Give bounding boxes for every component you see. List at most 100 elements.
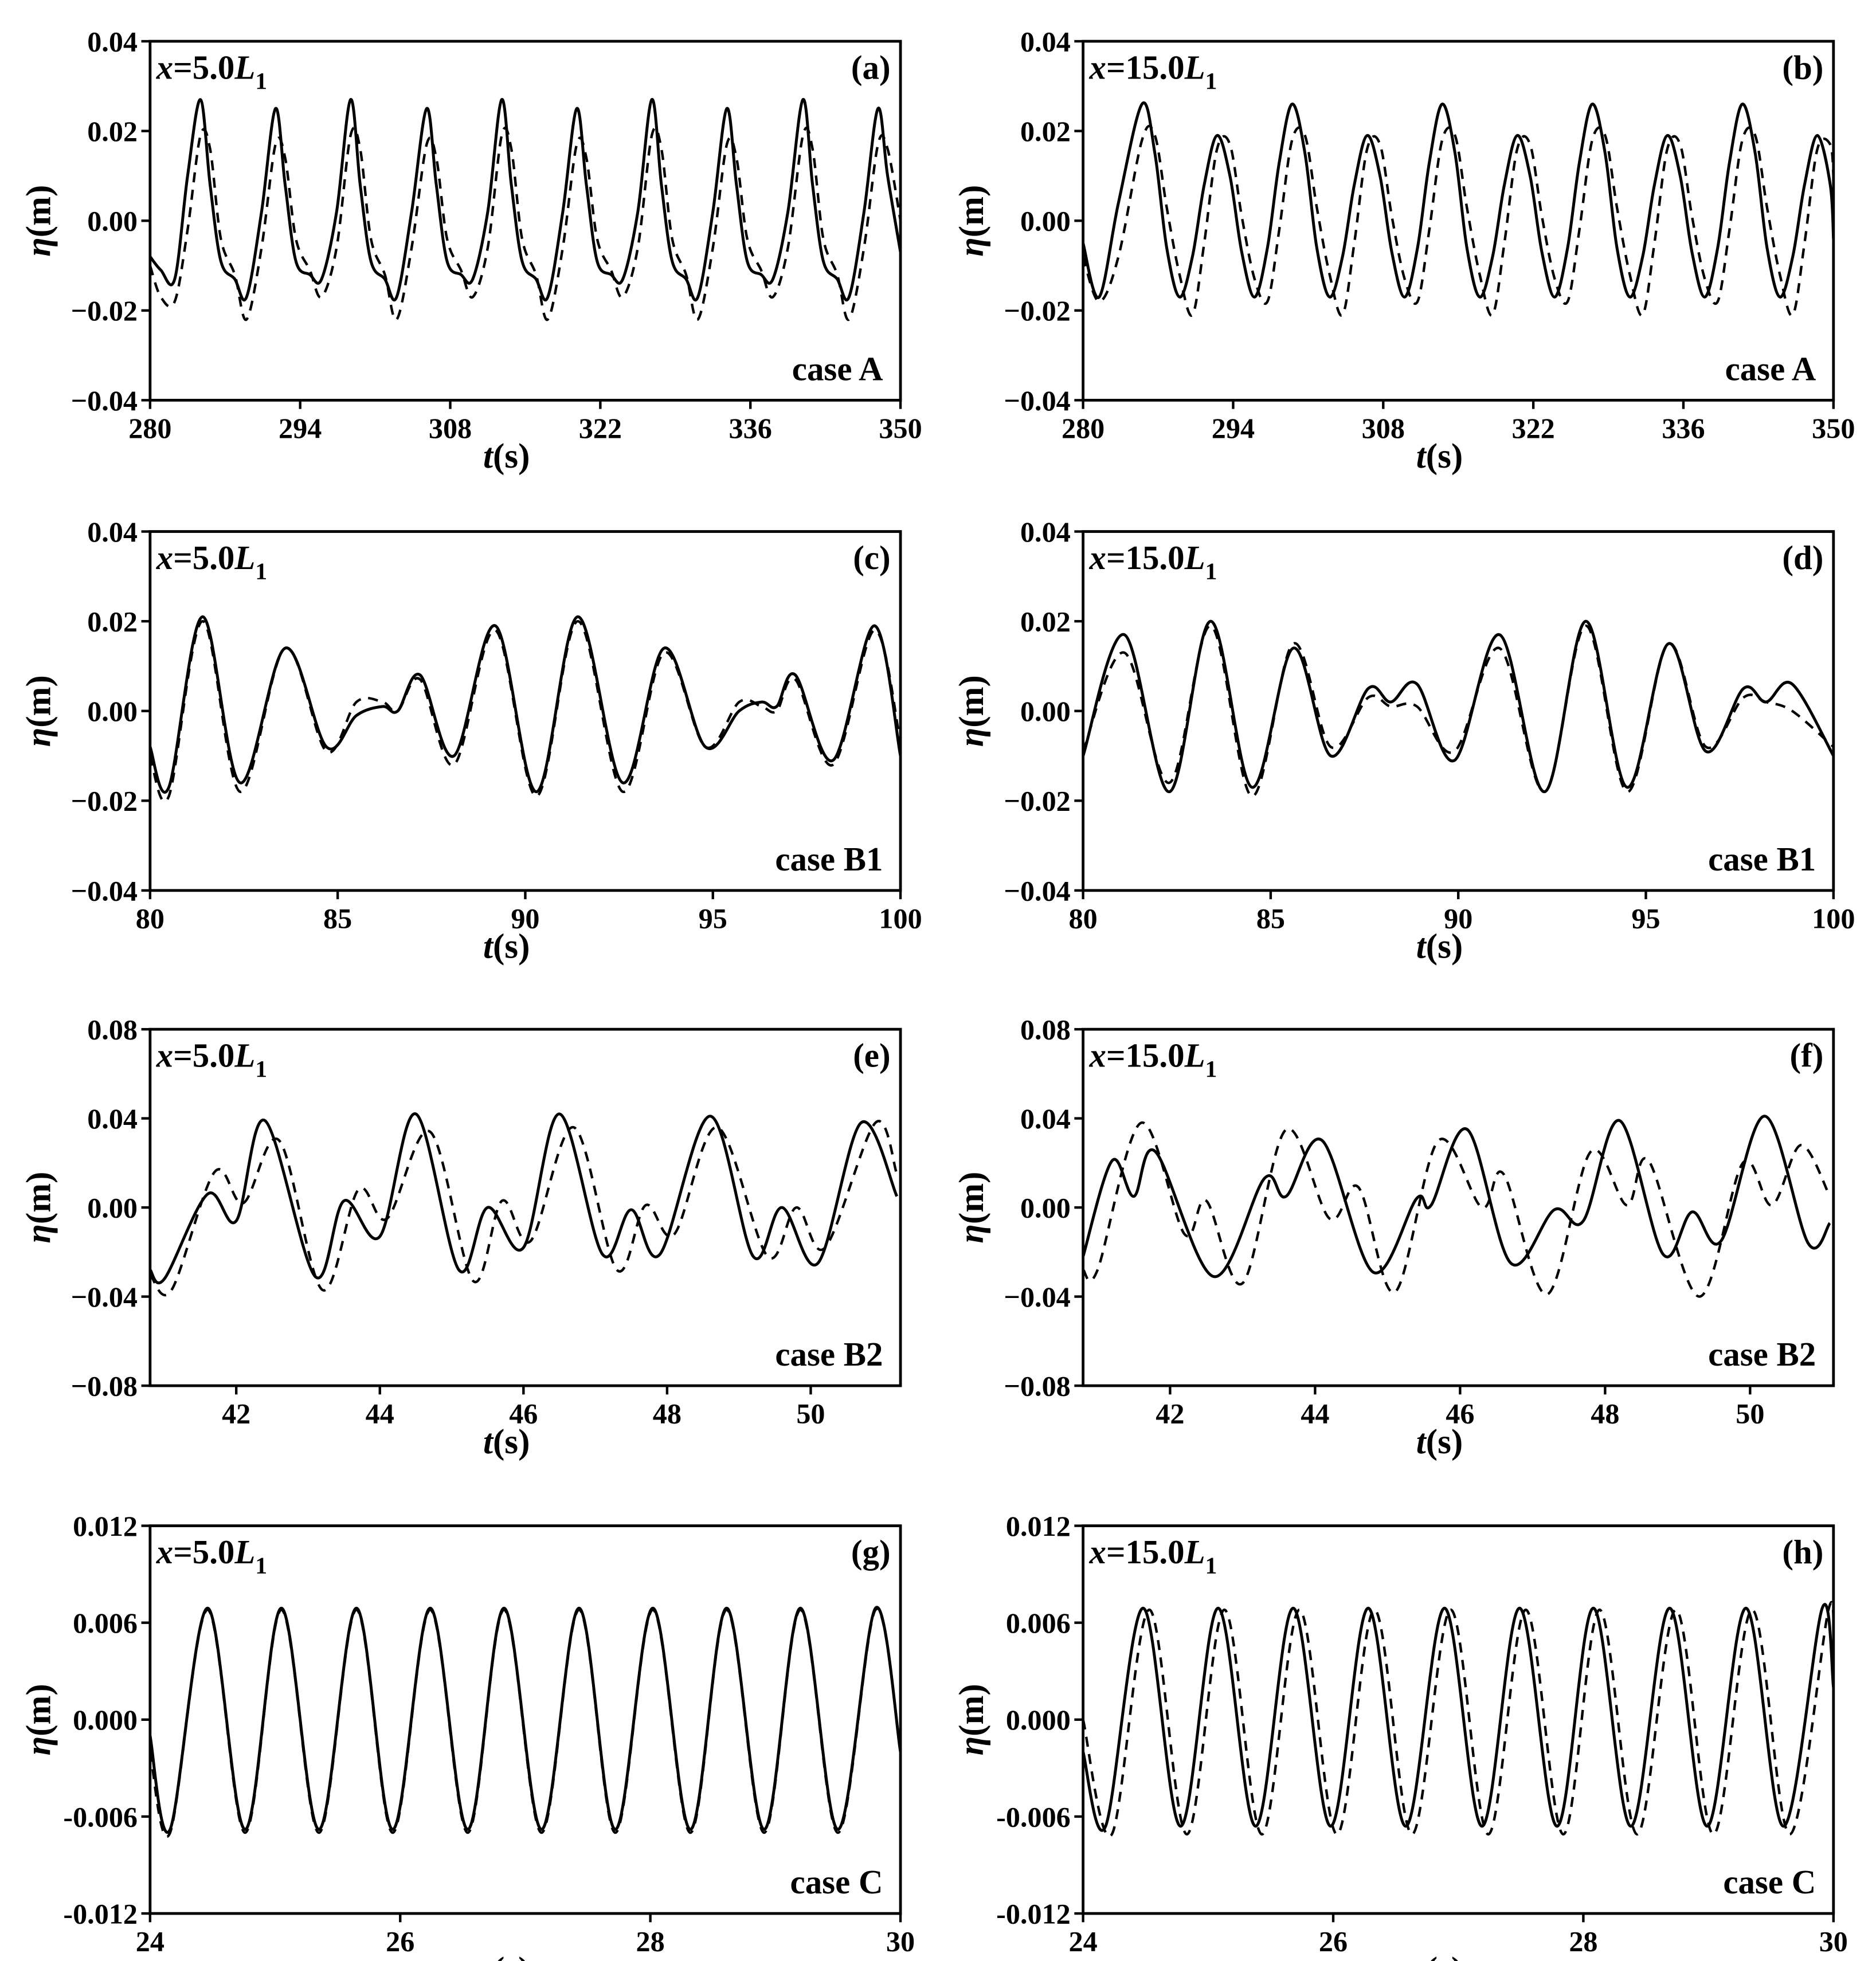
case-label: case B1 (1708, 841, 1816, 878)
y-tick-label: 0.006 (1006, 1607, 1071, 1639)
y-tick-label: 0.012 (1006, 1510, 1071, 1542)
location-part: L (1184, 49, 1205, 86)
location-part: L (234, 1037, 255, 1074)
x-axis-label: t(s) (483, 1951, 530, 1961)
y-axis-label: η(m) (19, 675, 58, 747)
y-axis-label-part: (m) (19, 185, 58, 238)
location-annotation: x=5.0L1 (156, 1037, 267, 1082)
panel-label: (b) (1782, 49, 1823, 86)
x-axis-label-part: t (483, 437, 494, 476)
x-tick-label: 30 (886, 1925, 915, 1958)
x-tick-label: 294 (1212, 412, 1255, 444)
x-tick-label: 50 (796, 1398, 825, 1430)
location-annotation: x=15.0L1 (1089, 49, 1217, 93)
axes-frame (148, 1524, 902, 1915)
y-tick-label: 0.00 (1020, 695, 1071, 727)
location-annotation: x=15.0L1 (1089, 1037, 1217, 1082)
location-annotation: x=5.0L1 (156, 49, 267, 93)
panel-label: (a) (851, 49, 891, 86)
x-axis-label-part: (s) (1426, 928, 1463, 966)
y-axis-label-part: (m) (19, 1684, 58, 1736)
y-axis-label-part: η (19, 237, 58, 257)
location-part: 1 (1205, 558, 1217, 584)
x-tick-label: 50 (1736, 1398, 1764, 1430)
y-tick-label: 0.006 (73, 1607, 138, 1639)
location-part: x (1089, 1533, 1106, 1571)
location-part: =5.0 (173, 1533, 234, 1571)
series-line (1083, 619, 1834, 794)
y-tick-label: 0.00 (87, 1192, 138, 1224)
x-tick-label: 24 (1069, 1925, 1098, 1958)
y-axis-label: η(m) (19, 185, 58, 257)
location-part: =15.0 (1106, 539, 1185, 576)
y-axis-label: η(m) (953, 1684, 991, 1755)
x-tick-label: 80 (1069, 902, 1098, 934)
location-part: L (234, 49, 255, 86)
x-tick-label: 28 (1569, 1925, 1597, 1958)
y-tick-label: −0.02 (1004, 785, 1070, 817)
x-axis-label: t(s) (1416, 437, 1463, 476)
y-tick-label: 0.08 (1020, 1014, 1071, 1046)
y-tick-label: 0.08 (87, 1014, 138, 1046)
case-label: case C (790, 1864, 883, 1901)
y-axis-label-part: (m) (953, 675, 991, 728)
y-axis-label-part: η (953, 237, 991, 257)
x-tick-label: 90 (1444, 902, 1472, 934)
axes-frame (1082, 530, 1835, 892)
x-tick-label: 95 (699, 902, 727, 934)
y-tick-label: 0.02 (87, 606, 138, 638)
x-tick-label: 336 (1662, 412, 1705, 444)
x-tick-label: 100 (879, 902, 922, 934)
location-part: 1 (255, 68, 267, 94)
y-axis-label: η(m) (953, 675, 991, 747)
location-part: x (156, 1037, 173, 1074)
y-tick-label: 0.012 (73, 1510, 138, 1542)
x-tick-label: 95 (1631, 902, 1660, 934)
axes-frame (148, 40, 902, 402)
axes-frame (148, 530, 902, 892)
y-axis-label: η(m) (953, 185, 991, 257)
y-tick-label: 0.04 (87, 1103, 138, 1135)
location-part: x (1089, 49, 1106, 86)
panel-label: (f) (1790, 1037, 1824, 1074)
x-tick-label: 280 (128, 412, 171, 444)
axes-frame (1082, 40, 1835, 402)
x-axis-label-part: (s) (1426, 1951, 1463, 1961)
x-tick-label: 90 (511, 902, 539, 934)
y-tick-label: −0.04 (1004, 1281, 1070, 1313)
y-tick-label: 0.04 (1020, 1103, 1071, 1135)
y-tick-label: −0.02 (1004, 295, 1070, 327)
y-tick-label: 0.04 (87, 25, 138, 57)
axes-frame (1082, 1027, 1835, 1387)
y-tick-label: 0.00 (1020, 1192, 1071, 1224)
x-tick-label: 322 (579, 412, 622, 444)
x-tick-label: 80 (136, 902, 165, 934)
x-axis-label-part: (s) (1426, 1423, 1463, 1461)
x-tick-label: 280 (1062, 412, 1105, 444)
x-tick-label: 308 (429, 412, 472, 444)
x-tick-label: 48 (653, 1398, 682, 1430)
x-axis-label: t(s) (483, 1423, 530, 1461)
panel: 0.08 0.04 0.00 −0.04 −0.08 42 44 46 48 50 t(s) η(m)… (953, 1014, 1835, 1461)
x-tick-label: 85 (323, 902, 352, 934)
y-tick-label: 0.04 (1020, 25, 1071, 57)
x-axis-label: t(s) (483, 928, 530, 966)
y-axis-label-part: (m) (19, 675, 58, 728)
series-line (1083, 1603, 1834, 1832)
series-line (1083, 101, 1834, 299)
x-tick-label: 42 (1156, 1398, 1184, 1430)
x-axis-label: t(s) (1416, 928, 1463, 966)
y-tick-label: −0.02 (71, 295, 138, 327)
location-part: L (234, 1533, 255, 1571)
series-line (1083, 1121, 1831, 1298)
y-tick-label: 0.00 (87, 205, 138, 237)
y-tick-label: 0.02 (1020, 606, 1071, 638)
y-tick-label: −0.04 (71, 874, 138, 907)
location-part: L (1184, 539, 1205, 576)
y-axis-label: η(m) (19, 1172, 58, 1244)
x-axis-label-part: t (483, 928, 494, 966)
axes-frame (148, 1027, 902, 1387)
